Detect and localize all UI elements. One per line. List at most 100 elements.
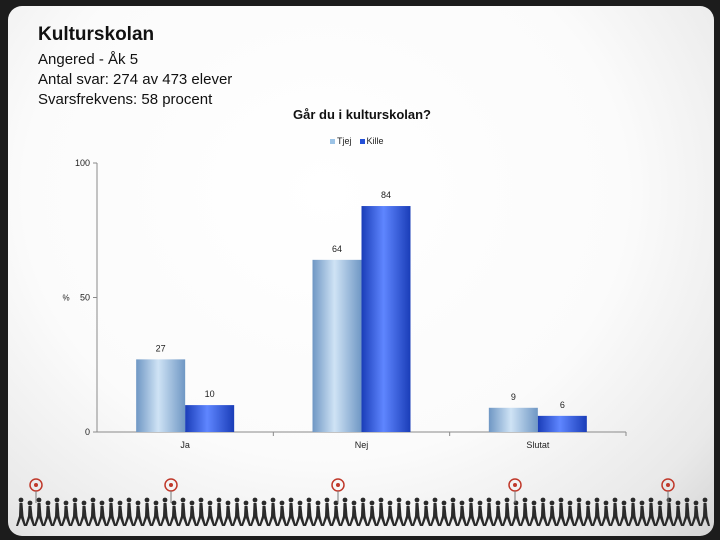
person-figure-body <box>412 503 422 526</box>
person-figure-body <box>232 503 242 526</box>
person-figure-body <box>394 503 404 526</box>
person-figure-head <box>135 500 141 506</box>
person-figure-head <box>54 497 60 503</box>
slide: Kulturskolan Angered - Åk 5 Antal svar: … <box>8 6 714 536</box>
person-figure-head <box>216 497 222 503</box>
person-figure-head <box>423 500 429 506</box>
data-label: 84 <box>381 190 391 200</box>
person-figure-head <box>162 497 168 503</box>
person-figure-body <box>385 506 395 526</box>
person-figure-head <box>333 500 339 506</box>
person-figure-head <box>108 497 114 503</box>
person-figure-body <box>106 503 116 526</box>
person-figure-head <box>567 500 573 506</box>
person-figure-head <box>297 500 303 506</box>
person-figure-body <box>250 503 260 526</box>
person-figure-head <box>369 500 375 506</box>
person-figure-body <box>466 503 476 526</box>
person-figure-head <box>414 497 420 503</box>
x-tick-label: Ja <box>180 440 190 450</box>
person-figure-body <box>457 506 467 526</box>
target-icon-center <box>513 483 517 487</box>
person-figure-head <box>387 500 393 506</box>
response-rate-line: Svarsfrekvens: 58 procent <box>38 91 213 108</box>
legend-item-tjej: Tjej <box>330 136 352 146</box>
bar-kille-slutat <box>537 415 587 432</box>
header: Kulturskolan Angered - Åk 5 Antal svar: … <box>38 24 232 110</box>
person-figure-body <box>700 503 710 526</box>
person-figure-body <box>493 506 503 526</box>
person-figure-head <box>288 497 294 503</box>
person-figure-head <box>18 497 24 503</box>
person-figure-head <box>621 500 627 506</box>
person-figure-body <box>16 503 26 526</box>
page-title: Kulturskolan <box>38 24 155 45</box>
person-figure-head <box>36 497 42 503</box>
person-figure-head <box>594 497 600 503</box>
person-figure-head <box>63 500 69 506</box>
person-figure-head <box>675 500 681 506</box>
person-figure-head <box>243 500 249 506</box>
legend-label-tjej: Tjej <box>337 136 352 146</box>
person-figure-head <box>153 500 159 506</box>
person-figure-body <box>331 506 341 526</box>
response-count-line: Antal svar: 274 av 473 elever <box>38 71 233 88</box>
person-figure-head <box>279 500 285 506</box>
person-figure-head <box>144 497 150 503</box>
legend-label-kille: Kille <box>366 136 384 146</box>
person-figure-body <box>304 503 314 526</box>
person-figure-head <box>657 500 663 506</box>
data-label: 9 <box>511 392 516 402</box>
person-figure-body <box>583 506 593 526</box>
person-figure-head <box>450 497 456 503</box>
person-figure-head <box>126 497 132 503</box>
person-figure-head <box>81 500 87 506</box>
person-figure-body <box>592 503 602 526</box>
person-figure-head <box>270 497 276 503</box>
person-figure-body <box>169 506 179 526</box>
bar-kille-nej <box>361 206 411 432</box>
person-figure-head <box>252 497 258 503</box>
chart-legend: Tjej Kille <box>330 136 384 146</box>
target-icon-center <box>336 483 340 487</box>
bar-tjej-slutat <box>488 407 538 432</box>
person-figure-body <box>484 503 494 526</box>
x-tick-label: Nej <box>355 440 369 450</box>
school-grade-line: Angered - Åk 5 <box>38 51 139 68</box>
person-figure-head <box>45 500 51 506</box>
person-figure-head <box>702 497 708 503</box>
person-figure-body <box>637 506 647 526</box>
person-figure-body <box>313 506 323 526</box>
person-figure-body <box>655 506 665 526</box>
person-figure-body <box>601 506 611 526</box>
person-figure-body <box>70 503 80 526</box>
person-figure-body <box>349 506 359 526</box>
person-figure-body <box>223 506 233 526</box>
target-icon-center <box>169 483 173 487</box>
person-figure-body <box>556 503 566 526</box>
person-figure-body <box>133 506 143 526</box>
person-figure-head <box>603 500 609 506</box>
person-figure-body <box>565 506 575 526</box>
person-figure-body <box>691 506 701 526</box>
person-figure-head <box>198 497 204 503</box>
person-figure-head <box>648 497 654 503</box>
person-figure-body <box>403 506 413 526</box>
person-figure-body <box>196 503 206 526</box>
person-figure-body <box>610 503 620 526</box>
person-figure-body <box>538 503 548 526</box>
person-figure-head <box>558 497 564 503</box>
y-tick-label: 100 <box>75 158 90 168</box>
person-figure-head <box>576 497 582 503</box>
person-figure-body <box>178 503 188 526</box>
person-figure-body <box>673 506 683 526</box>
bar-kille-ja <box>185 405 235 432</box>
data-label: 27 <box>156 343 166 353</box>
person-figure-body <box>376 503 386 526</box>
person-figure-body <box>160 503 170 526</box>
person-figure-body <box>43 506 53 526</box>
person-figure-body <box>52 503 62 526</box>
y-tick-label: 0 <box>85 427 90 437</box>
person-figure-head <box>630 497 636 503</box>
person-figure-body <box>124 503 134 526</box>
